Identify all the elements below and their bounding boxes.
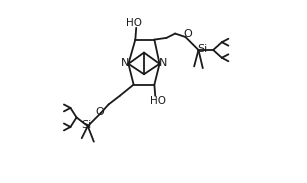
Text: HO: HO <box>126 18 142 28</box>
Text: N: N <box>120 58 129 68</box>
Text: HO: HO <box>150 96 166 106</box>
Text: O: O <box>95 107 104 117</box>
Text: Si: Si <box>197 44 207 54</box>
Text: Si: Si <box>81 120 92 130</box>
Text: O: O <box>183 29 192 39</box>
Text: N: N <box>159 58 168 68</box>
